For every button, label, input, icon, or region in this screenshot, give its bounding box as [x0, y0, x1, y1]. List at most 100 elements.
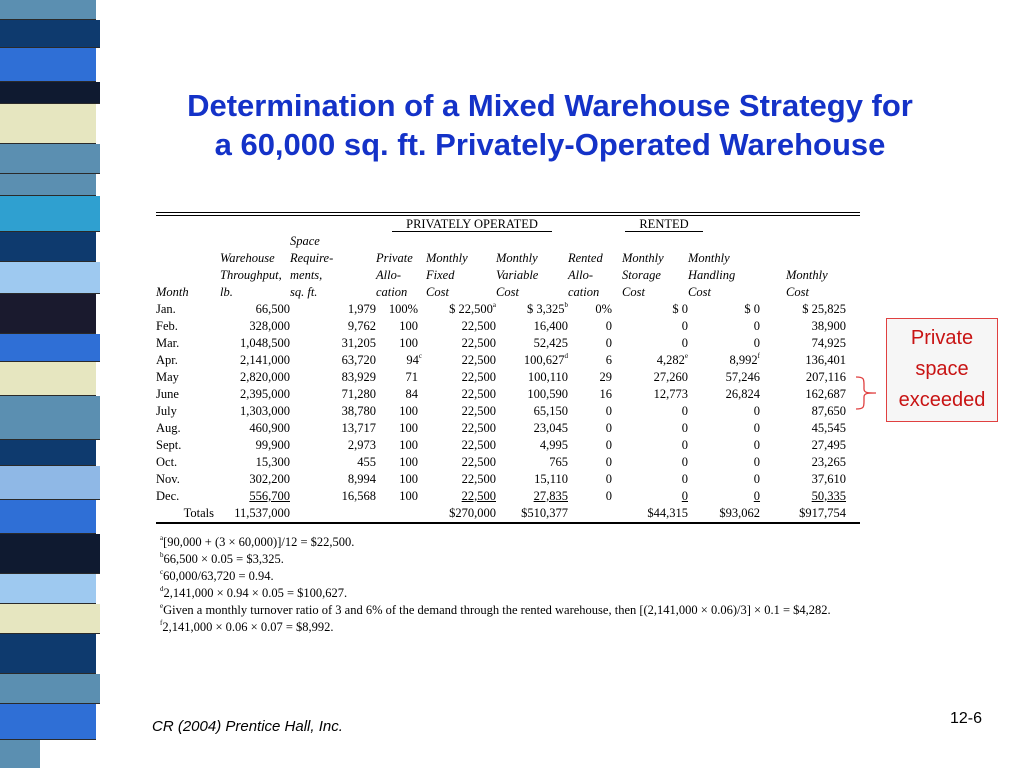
cell-storage-cost-value: 0: [681, 472, 688, 486]
cell-space: 16,568: [341, 489, 376, 503]
column-header-rented_alloc: [568, 233, 622, 250]
column-header-handling: Handling: [688, 268, 736, 282]
cell-variable-cost: 15,110: [496, 471, 568, 488]
cell-variable-cost-value: 4,995: [539, 438, 568, 452]
column-header-handling: [688, 233, 760, 250]
cell-storage-cost-value: 0: [681, 489, 688, 503]
cell-variable-cost: 27,835: [496, 488, 568, 505]
column-header-rented_alloc: Rented: [568, 251, 603, 265]
cell-rented-allocation: 0: [605, 421, 612, 435]
totals-throughput: 11,537,000: [220, 505, 290, 524]
group-spacer: [760, 216, 846, 233]
cell-month: Oct.: [156, 455, 178, 469]
title-line-1: Determination of a Mixed Warehouse Strat…: [187, 88, 913, 123]
cell-private-allocation: 100: [376, 437, 426, 454]
cell-throughput: 328,000: [220, 318, 290, 335]
cell-variable-cost-value: 23,045: [533, 421, 568, 435]
cell-storage-cost: 0: [622, 420, 688, 437]
title-line-2: a 60,000 sq. ft. Privately-Operated Ware…: [214, 127, 886, 162]
cell-monthly-cost-value: 27,495: [811, 438, 847, 452]
cell-handling-cost-footnote-mark: f: [757, 352, 761, 360]
cell-handling-cost-value: $ 0: [744, 302, 761, 316]
column-header-fixed: Cost: [426, 285, 449, 299]
column-header-space: sq. ft.: [290, 285, 318, 299]
cell-variable-cost-value: 100,590: [527, 387, 568, 401]
cell-handling-cost-value: 8,992: [729, 353, 758, 367]
table-row: May 2,820,000 83,929 71 22,500 100,110 29 27,26…: [156, 369, 860, 386]
table-row: Dec. 556,700 16,568 100 22,500 27,835 0 0 0 50,33…: [156, 488, 860, 505]
cell-variable-cost: 65,150: [496, 403, 568, 420]
callout-line-2: space: [915, 358, 969, 380]
cell-fixed-cost-value: 22,500: [461, 336, 496, 350]
cell-variable-cost: 100,590: [496, 386, 568, 403]
cell-variable-cost: 100,110: [496, 369, 568, 386]
cell-throughput-value: 460,900: [249, 421, 290, 435]
cell-throughput: 2,395,000: [220, 386, 290, 403]
cell-variable-cost-value: 52,425: [533, 336, 568, 350]
group-spacer: [156, 216, 220, 233]
stripe-block: [0, 440, 96, 466]
cell-fixed-cost-value: 22,500: [461, 353, 496, 367]
footnote: a[90,000 + (3 × 60,000)]/12 = $22,500.: [160, 534, 831, 551]
group-spacer: [290, 216, 376, 233]
table-top-rule: [156, 212, 860, 216]
row-spacer: [846, 437, 860, 454]
footnote: b66,500 × 0.05 = $3,325.: [160, 551, 831, 568]
cell-month: Mar.: [156, 336, 180, 350]
cell-month: June: [156, 387, 179, 401]
private-space-exceeded-callout: Private space exceeded: [886, 318, 998, 422]
column-header-variable: Cost: [496, 285, 519, 299]
cell-storage-cost: 0: [622, 437, 688, 454]
cell-rented-allocation: 0: [605, 455, 612, 469]
cell-handling-cost: 57,246: [688, 369, 760, 386]
cell-handling-cost: 0: [688, 488, 760, 505]
cell-fixed-cost-value: 22,500: [461, 472, 496, 486]
cell-variable-cost: 765: [496, 454, 568, 471]
cell-space: 71,280: [341, 387, 376, 401]
cell-storage-cost: 0: [622, 403, 688, 420]
cell-space: 1,979: [347, 302, 376, 316]
column-header-row: Month lb. sq. ft. cation Cost Cost cation Cost C…: [156, 284, 860, 301]
table-row: Mar. 1,048,500 31,205 100 22,500 52,425 0 0 0 74,…: [156, 335, 860, 352]
totals-fixed-cost: $270,000: [426, 505, 496, 524]
column-header-private_alloc: [376, 233, 426, 250]
cell-private-allocation-value: 84: [405, 387, 419, 401]
cell-monthly-cost-value: 74,925: [811, 336, 847, 350]
cell-throughput-value: 15,300: [255, 455, 290, 469]
footnote-text: 60,000/63,720 = 0.94.: [163, 569, 274, 583]
cell-private-allocation: 100%: [376, 301, 426, 318]
cell-storage-cost-value: 0: [681, 404, 688, 418]
cell-rented-allocation: 0: [605, 472, 612, 486]
stripe-block: [0, 104, 96, 144]
cell-storage-cost-value: 27,260: [653, 370, 688, 384]
stripe-block: [0, 704, 96, 740]
column-header-private_alloc: Allo-: [376, 268, 401, 282]
cell-storage-cost-value: 0: [681, 319, 688, 333]
header-spacer: [846, 284, 860, 301]
column-header-storage: [622, 233, 688, 250]
cell-private-allocation: 100: [376, 335, 426, 352]
table-row: Jan. 66,500 1,979 100% $ 22,500a $ 3,325b 0% $ …: [156, 301, 860, 318]
cell-throughput-value: 1,048,500: [240, 336, 290, 350]
footnote-mark: f: [160, 619, 163, 627]
cell-storage-cost-value: 0: [681, 336, 688, 350]
cell-handling-cost-value: 0: [753, 455, 761, 469]
column-header-monthly: Cost: [786, 285, 809, 299]
cell-variable-cost-value: 65,150: [533, 404, 568, 418]
cell-handling-cost-value: 0: [753, 489, 761, 503]
footnote-text: [90,000 + (3 × 60,000)]/12 = $22,500.: [163, 535, 355, 549]
cell-rented-allocation: 0: [605, 438, 612, 452]
cell-throughput-value: 2,395,000: [240, 387, 290, 401]
cell-monthly-cost-value: 162,687: [805, 387, 847, 401]
cell-private-allocation: 100: [376, 488, 426, 505]
cell-monthly-cost: 136,401: [760, 352, 846, 369]
cell-rented-allocation: 0%: [595, 302, 612, 316]
cell-handling-cost: 26,824: [688, 386, 760, 403]
cell-handling-cost: 0: [688, 437, 760, 454]
cell-throughput-value: 66,500: [255, 302, 290, 316]
table-row: Oct. 15,300 455 100 22,500 765 0 0 0 23,265: [156, 454, 860, 471]
column-header-throughput: [220, 233, 290, 250]
cell-month: Aug.: [156, 421, 181, 435]
cell-variable-cost-value: $ 3,325: [527, 302, 565, 316]
column-header-variable: Variable: [496, 268, 539, 282]
